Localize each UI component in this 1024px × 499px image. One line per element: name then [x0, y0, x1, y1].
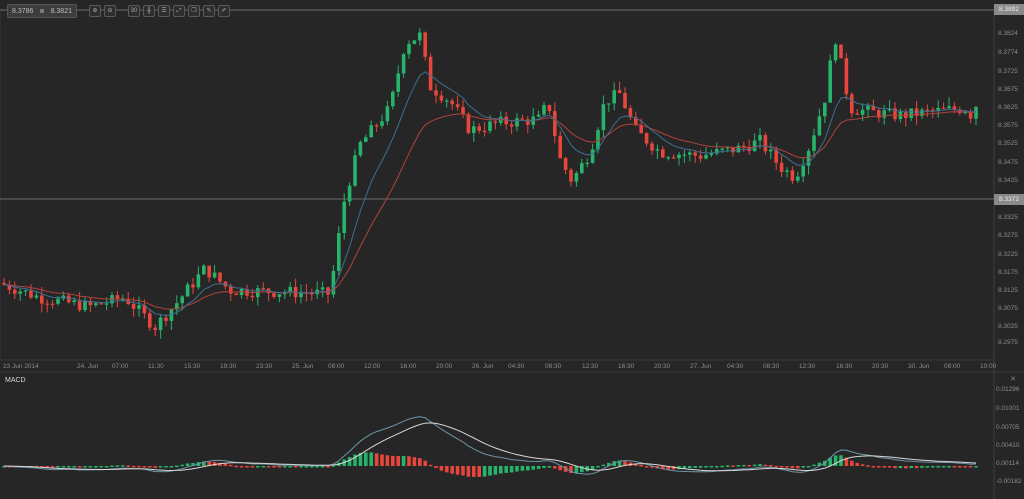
price-label: 8.3175	[998, 269, 1018, 276]
time-label: 08:00	[944, 363, 961, 370]
time-label: 12:30	[799, 363, 816, 370]
bid-ask-box: 8.3786 8.3821	[7, 4, 77, 18]
time-label: 24. Jun	[77, 363, 99, 370]
indicators-icon: ☰	[161, 8, 167, 14]
price-label: 8.3824	[998, 30, 1018, 37]
time-label: 20:30	[654, 363, 671, 370]
price-label: 8.3075	[998, 305, 1018, 312]
period-button[interactable]: 30	[128, 5, 140, 17]
period-30-icon: 30	[130, 8, 138, 14]
price-label: 8.3774	[998, 49, 1018, 56]
pencil-icon: ✐	[221, 8, 227, 14]
indicators-button[interactable]: ☰	[158, 5, 170, 17]
drawing-button[interactable]: ⤢	[173, 5, 185, 17]
time-label: 23:30	[256, 363, 273, 370]
time-label: 16:30	[836, 363, 853, 370]
pencil-button[interactable]: ✐	[218, 5, 230, 17]
time-label: 16:00	[400, 363, 417, 370]
close-macd-icon[interactable]: ✕	[1010, 376, 1016, 383]
price-tag-high: 8.3892	[994, 4, 1024, 15]
price-label: 8.3575	[998, 122, 1018, 129]
price-label: 8.3425	[998, 177, 1018, 184]
time-label: 26. Jun	[472, 363, 494, 370]
time-label: 08:30	[545, 363, 562, 370]
price-label: 8.3525	[998, 140, 1018, 147]
drawing-icon: ⤢	[176, 8, 182, 14]
price-label: 8.3125	[998, 287, 1018, 294]
time-label: 12:30	[582, 363, 599, 370]
macd-label: 0.01001	[996, 405, 1020, 412]
templates-button[interactable]: ❐	[188, 5, 200, 17]
macd-title: MACD	[5, 377, 26, 384]
bid-price: 8.3786	[12, 7, 34, 15]
time-label: 12:00	[364, 363, 381, 370]
time-label: 08:30	[763, 363, 780, 370]
zoom-in-button[interactable]: ⊕	[89, 5, 101, 17]
zoom-in-icon: ⊕	[92, 8, 98, 14]
macd-label: 0.01296	[996, 386, 1020, 393]
price-label: 8.3275	[998, 232, 1018, 239]
time-label: 20:00	[436, 363, 453, 370]
edit-button[interactable]: ✎	[203, 5, 215, 17]
time-label: 20:30	[872, 363, 889, 370]
time-label: 07:00	[112, 363, 129, 370]
macd-label: -0.00182	[996, 478, 1022, 485]
time-label: 30. Jun	[908, 363, 930, 370]
chart-toolbar: 8.3786 8.3821 ⊕ ⊖ 30 ╫ ☰ ⤢ ❐ ✎ ✐	[0, 0, 994, 22]
time-label: 04:30	[727, 363, 744, 370]
price-label: 8.2975	[998, 339, 1018, 346]
time-label: 19:30	[220, 363, 237, 370]
chart-type-button[interactable]: ╫	[143, 5, 155, 17]
macd-label: 0.00114	[996, 460, 1020, 467]
price-label: 8.3025	[998, 323, 1018, 330]
time-label: 16:30	[618, 363, 635, 370]
time-label: 11:30	[148, 363, 164, 370]
ask-price: 8.3821	[50, 7, 72, 15]
price-label: 8.3225	[998, 251, 1018, 258]
spread-separator	[40, 9, 44, 13]
zoom-out-icon: ⊖	[107, 8, 113, 14]
zoom-out-button[interactable]: ⊖	[104, 5, 116, 17]
edit-icon: ✎	[206, 8, 212, 14]
price-label: 8.3625	[998, 104, 1018, 111]
price-label: 8.3325	[998, 214, 1018, 221]
macd-label: 0.00705	[996, 424, 1020, 431]
price-label: 8.3675	[998, 86, 1018, 93]
time-label: 08:00	[328, 363, 345, 370]
price-tag-current: 8.3372	[994, 194, 1024, 205]
price-label: 8.3725	[998, 68, 1018, 75]
time-label: 04:30	[508, 363, 525, 370]
toolbar-rule	[0, 10, 994, 11]
time-label: 27. Jun	[690, 363, 712, 370]
time-label: 23 Jun 2014	[3, 363, 39, 370]
time-label: 15:30	[184, 363, 201, 370]
macd-label: 0.00410	[996, 442, 1020, 449]
price-label: 8.3475	[998, 159, 1018, 166]
chart-type-icon: ╫	[146, 8, 152, 14]
templates-icon: ❐	[191, 8, 197, 14]
time-label: 10:00	[980, 363, 997, 370]
time-label: 25. Jun	[292, 363, 314, 370]
